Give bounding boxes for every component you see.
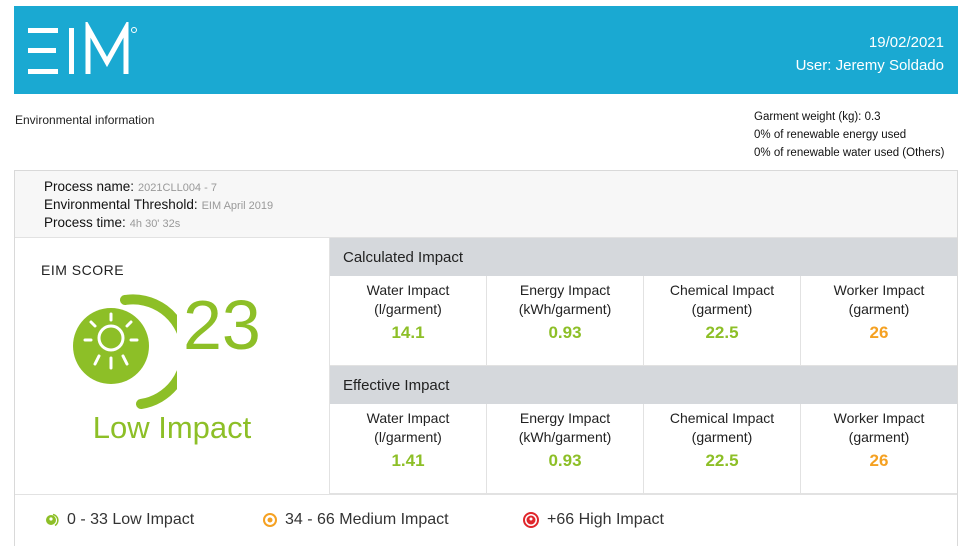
- calculated-worker-cell: Worker Impact (garment) 26: [801, 276, 957, 366]
- cell-value: 0.93: [548, 323, 582, 342]
- cell-label: Worker Impact: [833, 282, 925, 298]
- high-impact-icon: [523, 512, 539, 528]
- cell-value: 0.93: [548, 451, 582, 470]
- cell-unit: (kWh/garment): [518, 429, 612, 445]
- renewable-energy: 0% of renewable energy used: [754, 129, 907, 141]
- legend-medium: 34 - 66 Medium Impact: [263, 511, 449, 529]
- threshold-value: EIM April 2019: [201, 200, 274, 212]
- eim-logo: [28, 22, 137, 74]
- cell-unit: (l/garment): [374, 429, 442, 445]
- calculated-impact-header: Calculated Impact: [330, 238, 957, 276]
- effective-impact-header: Effective Impact: [330, 366, 957, 404]
- impact-panel: Process name: 2021CLL004 - 7 Environmenta…: [14, 170, 958, 546]
- eim-score-box: EIM SCORE 23 Low Impact: [15, 238, 330, 494]
- medium-impact-icon: [263, 513, 277, 527]
- calculated-water-cell: Water Impact (l/garment) 14.1: [330, 276, 487, 366]
- cell-label: Energy Impact: [519, 282, 611, 298]
- cell-unit: (garment): [848, 429, 910, 445]
- calculated-energy-cell: Energy Impact (kWh/garment) 0.93: [487, 276, 644, 366]
- effective-water-cell: Water Impact (l/garment) 1.41: [330, 404, 487, 494]
- threshold-label: Environmental Threshold:: [44, 197, 198, 212]
- header-user: User: Jeremy Soldado: [795, 57, 944, 74]
- cell-unit: (kWh/garment): [518, 301, 612, 317]
- cell-unit: (l/garment): [374, 301, 442, 317]
- cell-value: 26: [869, 323, 889, 342]
- cell-label: Water Impact: [366, 282, 450, 298]
- garment-info: Garment weight (kg): 0.3 0% of renewable…: [754, 108, 944, 162]
- environmental-info-title: Environmental information: [15, 113, 155, 127]
- legend-low-label: 0 - 33 Low Impact: [67, 511, 195, 528]
- cell-value: 22.5: [705, 323, 739, 342]
- cell-unit: (garment): [691, 429, 753, 445]
- cell-unit: (garment): [848, 301, 910, 317]
- legend-high-label: +66 High Impact: [547, 511, 664, 528]
- cell-value: 26: [869, 451, 889, 470]
- eim-score-value: 23: [183, 286, 261, 364]
- cell-label: Chemical Impact: [669, 282, 775, 298]
- cell-label: Water Impact: [366, 410, 450, 426]
- legend-high: +66 High Impact: [523, 511, 664, 529]
- process-time-value: 4h 30' 32s: [129, 218, 181, 230]
- process-name-label: Process name:: [44, 179, 135, 194]
- impact-legend: 0 - 33 Low Impact 34 - 66 Medium Impact …: [15, 494, 957, 546]
- cell-label: Energy Impact: [519, 410, 611, 426]
- legend-low: 0 - 33 Low Impact: [45, 511, 194, 529]
- cell-value: 22.5: [705, 451, 739, 470]
- effective-worker-cell: Worker Impact (garment) 26: [801, 404, 957, 494]
- cell-label: Worker Impact: [833, 410, 925, 426]
- calculated-impact-row: Water Impact (l/garment) 14.1 Energy Imp…: [330, 276, 957, 366]
- low-impact-icon: [46, 513, 59, 527]
- calculated-chemical-cell: Chemical Impact (garment) 22.5: [644, 276, 801, 366]
- process-time-label: Process time:: [44, 215, 126, 230]
- process-name-row: Process name: 2021CLL004 - 7: [44, 179, 217, 194]
- cell-value: 1.41: [391, 451, 425, 470]
- process-info: Process name: 2021CLL004 - 7 Environmenta…: [15, 171, 957, 238]
- effective-energy-cell: Energy Impact (kWh/garment) 0.93: [487, 404, 644, 494]
- legend-medium-label: 34 - 66 Medium Impact: [285, 511, 449, 528]
- impact-area: Calculated Impact Water Impact (l/garmen…: [330, 238, 957, 494]
- process-name-value: 2021CLL004 - 7: [138, 182, 217, 194]
- effective-impact-row: Water Impact (l/garment) 1.41 Energy Imp…: [330, 404, 957, 494]
- cell-value: 14.1: [391, 323, 425, 342]
- header-date: 19/02/2021: [868, 34, 944, 51]
- header-bar: 19/02/2021 User: Jeremy Soldado: [14, 6, 958, 94]
- process-time-row: Process time: 4h 30' 32s: [44, 215, 180, 230]
- cell-unit: (garment): [691, 301, 753, 317]
- sun-gauge-icon: [73, 294, 177, 409]
- eim-score-title: EIM SCORE: [41, 262, 125, 278]
- cell-label: Chemical Impact: [669, 410, 775, 426]
- threshold-row: Environmental Threshold: EIM April 2019: [44, 197, 273, 212]
- effective-chemical-cell: Chemical Impact (garment) 22.5: [644, 404, 801, 494]
- eim-score-level: Low Impact: [92, 410, 252, 445]
- garment-weight: Garment weight (kg): 0.3: [754, 111, 881, 123]
- renewable-water: 0% of renewable water used (Others): [754, 147, 945, 159]
